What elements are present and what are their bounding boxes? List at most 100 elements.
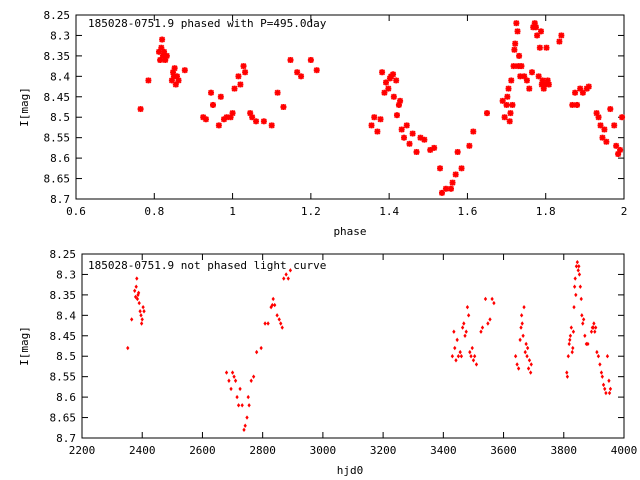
phased-data-point xyxy=(307,56,314,63)
raw-data-point xyxy=(579,296,583,302)
raw-x-tick-label: 2200 xyxy=(69,444,96,457)
raw-data-point xyxy=(141,304,145,310)
raw-y-tick-label: 8.7 xyxy=(56,432,76,445)
raw-data-point xyxy=(273,302,277,308)
raw-data-point xyxy=(574,292,578,298)
raw-data-point xyxy=(453,345,457,351)
phased-data-point xyxy=(377,116,384,123)
raw-data-point xyxy=(573,276,577,281)
phased-data-point xyxy=(145,77,152,84)
phased-data-point xyxy=(510,63,517,70)
phased-data-point xyxy=(501,114,508,121)
phased-data-point xyxy=(371,114,378,121)
raw-data-point xyxy=(568,337,572,343)
phased-data-point xyxy=(217,93,224,100)
raw-data-point xyxy=(577,264,581,269)
phased-data-point xyxy=(585,83,592,90)
phased-plot-title: 185028-0751.9 phased with P=495.0day xyxy=(88,17,327,30)
phased-data-point xyxy=(287,56,294,63)
phased-data-point xyxy=(538,28,545,35)
raw-data-point xyxy=(486,321,490,326)
raw-data-point xyxy=(469,354,473,359)
raw-data-point xyxy=(466,313,471,318)
raw-data-point xyxy=(566,354,570,359)
raw-data-point xyxy=(527,358,532,363)
phased-data-point xyxy=(438,189,445,196)
raw-data-point xyxy=(452,329,456,334)
raw-data-point xyxy=(581,321,585,326)
phased-data-point xyxy=(294,69,301,76)
phased-data-point xyxy=(595,114,602,121)
phased-data-point xyxy=(512,40,519,47)
phased-data-point xyxy=(536,44,543,51)
phased-data-point xyxy=(249,114,256,121)
phased-data-point xyxy=(442,185,449,192)
raw-data-point xyxy=(455,337,459,343)
raw-data-point xyxy=(463,333,467,338)
phased-data-point xyxy=(484,110,490,117)
raw-data-point xyxy=(572,284,577,289)
raw-data-point xyxy=(580,313,584,318)
raw-data-point xyxy=(524,341,528,347)
phased-data-point xyxy=(452,171,459,178)
raw-data-point xyxy=(134,284,138,289)
phased-data-point xyxy=(529,69,536,76)
phased-data-point xyxy=(599,134,606,141)
phased-data-point xyxy=(215,122,222,129)
phased-data-point xyxy=(447,185,454,192)
phased-data-point xyxy=(313,67,320,74)
phased-data-point xyxy=(171,65,178,72)
raw-data-point xyxy=(526,366,531,371)
phased-data-point xyxy=(172,81,179,88)
raw-data-point xyxy=(137,300,141,306)
raw-data-point xyxy=(480,325,485,330)
raw-y-axis-label: I[mag] xyxy=(18,326,31,366)
phased-x-tick-label: 1 xyxy=(229,205,236,218)
raw-data-point xyxy=(570,349,574,355)
phased-data-point xyxy=(513,20,520,27)
phased-y-tick-label: 8.65 xyxy=(44,173,71,186)
phased-y-tick-label: 8.55 xyxy=(44,132,71,145)
phased-data-point xyxy=(506,118,513,125)
phased-data-point xyxy=(503,101,510,108)
raw-data-point xyxy=(280,325,284,330)
phased-data-point xyxy=(521,73,528,80)
raw-data-point xyxy=(578,284,582,289)
raw-data-point xyxy=(575,259,579,265)
raw-data-point xyxy=(571,329,576,334)
phased-data-point xyxy=(202,116,209,123)
raw-data-point xyxy=(604,390,608,396)
raw-data-point xyxy=(593,329,597,334)
raw-data-point xyxy=(586,341,590,347)
raw-data-point xyxy=(529,362,533,367)
raw-data-point xyxy=(230,370,235,375)
raw-data-point xyxy=(572,304,576,310)
raw-data-point xyxy=(459,354,464,359)
raw-data-point xyxy=(595,349,599,355)
phased-data-point xyxy=(579,89,586,96)
raw-data-point xyxy=(246,394,250,400)
raw-data-point xyxy=(601,382,606,388)
phased-data-point xyxy=(509,101,516,108)
raw-data-point xyxy=(607,378,611,383)
phased-data-point xyxy=(421,136,428,143)
phased-x-ticks: 0.6 0.8 1 1.2 1.4 1.6 1.8 2 xyxy=(66,15,627,218)
raw-y-tick-label: 8.25 xyxy=(50,248,77,261)
phased-data-point xyxy=(543,44,550,51)
phased-data-point xyxy=(518,63,525,70)
phased-y-tick-label: 8.5 xyxy=(50,111,70,124)
phased-data-point xyxy=(268,122,275,129)
raw-y-ticks: 8.25 8.3 8.35 8.4 8.45 8.5 8.55 8.6 8.65 8.7 xyxy=(50,248,624,445)
phased-data-point xyxy=(383,79,390,86)
raw-data-point xyxy=(284,272,288,277)
raw-x-tick-label: 3600 xyxy=(490,444,517,457)
phased-data-point xyxy=(556,38,563,45)
phased-data-point xyxy=(511,46,518,53)
raw-data-point xyxy=(238,386,242,392)
raw-data-point xyxy=(133,294,138,300)
raw-data-point xyxy=(479,329,483,334)
phased-data-point xyxy=(603,138,610,145)
raw-data-point xyxy=(565,374,570,379)
phased-x-axis-label: phase xyxy=(333,225,366,238)
phased-data-point xyxy=(532,24,539,31)
